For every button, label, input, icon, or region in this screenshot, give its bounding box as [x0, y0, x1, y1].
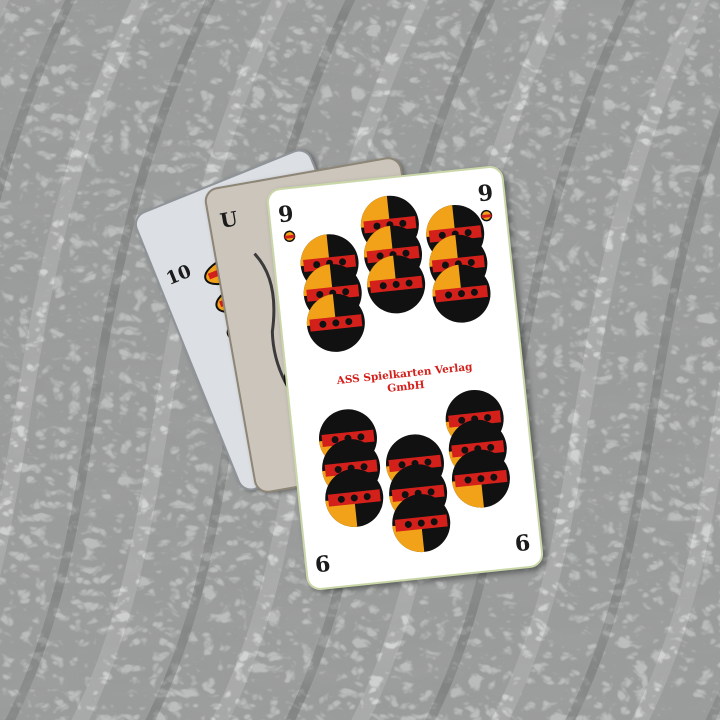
bell-pip-grid	[300, 195, 510, 553]
card-rank: U	[218, 206, 240, 233]
bell-pip-icon	[432, 264, 491, 323]
bell-pip-icon	[306, 293, 365, 352]
card-rank-bottom-right: 9	[513, 527, 532, 556]
card-rank-bottom: 9	[313, 548, 332, 577]
suit-corner-icon-top-left	[283, 230, 296, 243]
bell-pip-icon	[325, 468, 384, 527]
suit-corner-icon-top-right	[480, 209, 493, 222]
bell-pip-icon	[367, 255, 426, 314]
bell-pip-icon	[392, 494, 451, 553]
card-nine-of-bells[interactable]: 9 9 ASS Spielkarten Verlag GmbH 9 9	[265, 164, 545, 592]
bell-pip-icon	[451, 449, 510, 508]
